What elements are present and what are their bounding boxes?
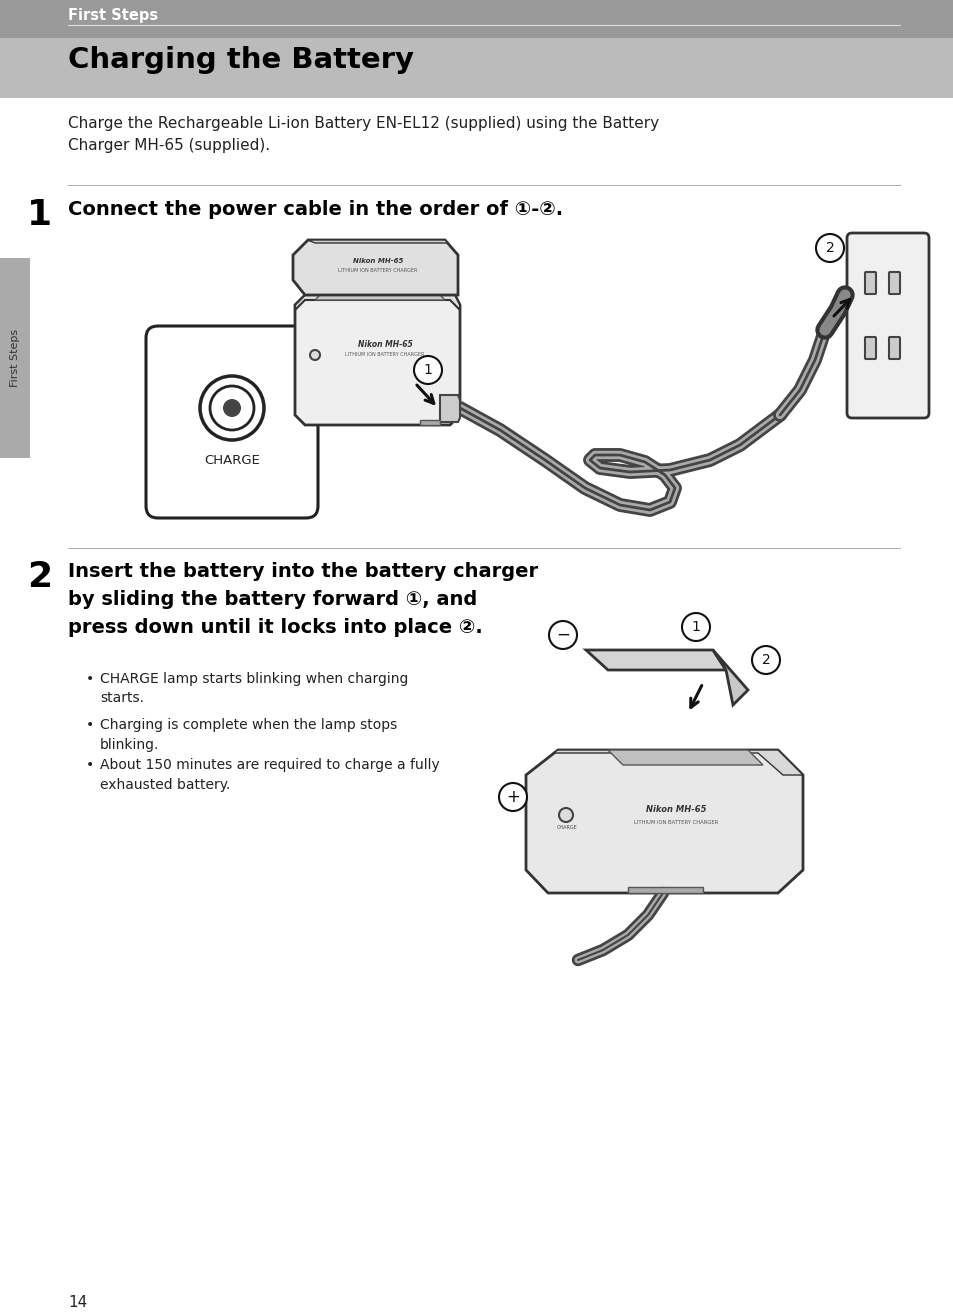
- Circle shape: [498, 783, 526, 811]
- Text: 14: 14: [68, 1296, 87, 1310]
- FancyBboxPatch shape: [146, 326, 317, 518]
- Text: First Steps: First Steps: [68, 8, 158, 24]
- FancyBboxPatch shape: [888, 336, 899, 359]
- Polygon shape: [553, 750, 802, 775]
- Circle shape: [558, 808, 573, 823]
- Text: Insert the battery into the battery charger
by sliding the battery forward ①, an: Insert the battery into the battery char…: [68, 562, 537, 637]
- Polygon shape: [294, 296, 459, 310]
- Polygon shape: [294, 296, 459, 424]
- Text: −: −: [556, 625, 569, 644]
- Circle shape: [414, 356, 441, 384]
- Polygon shape: [314, 296, 444, 300]
- Polygon shape: [525, 750, 802, 894]
- Circle shape: [815, 234, 843, 261]
- Text: CHARGE: CHARGE: [556, 825, 577, 830]
- Text: LITHIUM ION BATTERY CHARGER: LITHIUM ION BATTERY CHARGER: [338, 268, 417, 273]
- Text: Nikon MH-65: Nikon MH-65: [357, 340, 412, 350]
- Text: LITHIUM ION BATTERY CHARGER: LITHIUM ION BATTERY CHARGER: [633, 820, 718, 825]
- Text: +: +: [505, 788, 519, 805]
- Polygon shape: [293, 240, 457, 296]
- FancyBboxPatch shape: [888, 272, 899, 294]
- Bar: [0, 258, 30, 459]
- Text: 2: 2: [760, 653, 770, 668]
- Circle shape: [223, 399, 241, 417]
- Text: Charge the Rechargeable Li-ion Battery EN-EL12 (supplied) using the Battery
Char: Charge the Rechargeable Li-ion Battery E…: [68, 116, 659, 152]
- Polygon shape: [585, 650, 725, 670]
- Text: About 150 minutes are required to charge a fully
exhausted battery.: About 150 minutes are required to charge…: [100, 758, 439, 791]
- Circle shape: [751, 646, 780, 674]
- Text: 1: 1: [691, 620, 700, 633]
- Text: LITHIUM ION BATTERY CHARGER: LITHIUM ION BATTERY CHARGER: [345, 352, 424, 357]
- Polygon shape: [607, 750, 762, 765]
- Text: •: •: [86, 758, 94, 773]
- FancyBboxPatch shape: [846, 233, 928, 418]
- Text: Charging is complete when the lamp stops
blinking.: Charging is complete when the lamp stops…: [100, 717, 396, 752]
- Circle shape: [200, 376, 264, 440]
- Bar: [0, 0, 953, 38]
- Text: 1: 1: [423, 363, 432, 377]
- Circle shape: [210, 386, 253, 430]
- Circle shape: [310, 350, 319, 360]
- Polygon shape: [308, 240, 448, 243]
- Circle shape: [681, 614, 709, 641]
- Text: 2: 2: [824, 240, 834, 255]
- Text: Nikon MH-65: Nikon MH-65: [645, 805, 705, 813]
- Text: 1: 1: [27, 198, 52, 233]
- Bar: [0, 38, 953, 99]
- Text: First Steps: First Steps: [10, 328, 20, 388]
- Polygon shape: [419, 420, 439, 424]
- Text: •: •: [86, 671, 94, 686]
- Text: Nikon MH-65: Nikon MH-65: [353, 258, 403, 264]
- Circle shape: [548, 622, 577, 649]
- Text: Charging the Battery: Charging the Battery: [68, 46, 414, 74]
- Text: 2: 2: [27, 560, 52, 594]
- Text: Connect the power cable in the order of ①-②.: Connect the power cable in the order of …: [68, 200, 562, 219]
- Polygon shape: [712, 650, 747, 706]
- Polygon shape: [439, 396, 459, 422]
- Text: •: •: [86, 717, 94, 732]
- Text: CHARGE: CHARGE: [204, 455, 259, 466]
- Text: CHARGE lamp starts blinking when charging
starts.: CHARGE lamp starts blinking when chargin…: [100, 671, 408, 706]
- FancyBboxPatch shape: [864, 272, 875, 294]
- FancyBboxPatch shape: [864, 336, 875, 359]
- Polygon shape: [627, 887, 702, 894]
